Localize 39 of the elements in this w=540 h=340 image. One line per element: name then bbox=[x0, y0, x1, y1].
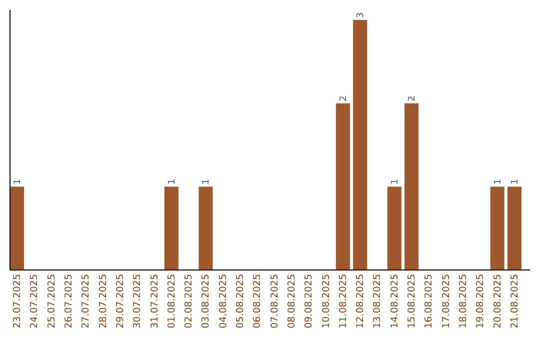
data-label: 1 bbox=[202, 178, 212, 185]
x-tick-label: 06.08.2025 bbox=[252, 274, 264, 328]
x-tick-label: 07.08.2025 bbox=[269, 274, 280, 328]
x-tick-label: 18.08.2025 bbox=[458, 274, 470, 328]
x-tick-label: 20.08.2025 bbox=[492, 274, 504, 328]
x-tick-label: 15.08.2025 bbox=[406, 274, 418, 328]
data-label: 2 bbox=[338, 96, 349, 102]
x-tick-label: 23.07.2025 bbox=[12, 274, 24, 328]
x-tick-label: 10.08.2025 bbox=[320, 274, 332, 328]
x-tick-label: 30.07.2025 bbox=[132, 274, 144, 328]
x-tick-label: 12.08.2025 bbox=[355, 274, 366, 328]
x-tick-label: 31.07.2025 bbox=[149, 274, 160, 328]
x-tick-label: 24.07.2025 bbox=[29, 274, 40, 328]
x-tick-label: 01.08.2025 bbox=[166, 274, 178, 328]
data-label: 1 bbox=[13, 178, 24, 185]
data-label: 2 bbox=[408, 96, 418, 102]
x-tick-label: 26.07.2025 bbox=[63, 274, 74, 328]
x-tick-label: 09.08.2025 bbox=[304, 274, 315, 328]
x-tick-label: 13.08.2025 bbox=[372, 274, 384, 328]
data-label: 1 bbox=[167, 178, 178, 185]
x-tick-label: 27.07.2025 bbox=[80, 274, 92, 328]
x-tick-label: 28.07.2025 bbox=[98, 274, 109, 328]
data-label: 3 bbox=[356, 12, 366, 18]
x-tick-label: 17.08.2025 bbox=[440, 274, 452, 328]
x-tick-label: 08.08.2025 bbox=[286, 274, 298, 328]
x-tick-label: 03.08.2025 bbox=[200, 274, 212, 328]
x-tick-label: 14.08.2025 bbox=[389, 274, 400, 328]
x-tick-label: 11.08.2025 bbox=[338, 274, 349, 328]
x-tick-label: 16.08.2025 bbox=[424, 274, 435, 328]
data-label: 1 bbox=[493, 178, 504, 185]
x-tick-label: 05.08.2025 bbox=[235, 274, 246, 328]
x-tick-label: 02.08.2025 bbox=[184, 274, 195, 328]
x-tick-label: 25.07.2025 bbox=[46, 274, 58, 328]
data-label: 1 bbox=[390, 178, 400, 185]
x-tick-label: 19.08.2025 bbox=[475, 274, 486, 328]
data-label: 1 bbox=[510, 178, 520, 185]
x-tick-label: 29.07.2025 bbox=[114, 274, 126, 328]
x-tick-label: 21.08.2025 bbox=[509, 274, 520, 328]
x-tick-label: 04.08.2025 bbox=[218, 274, 229, 328]
